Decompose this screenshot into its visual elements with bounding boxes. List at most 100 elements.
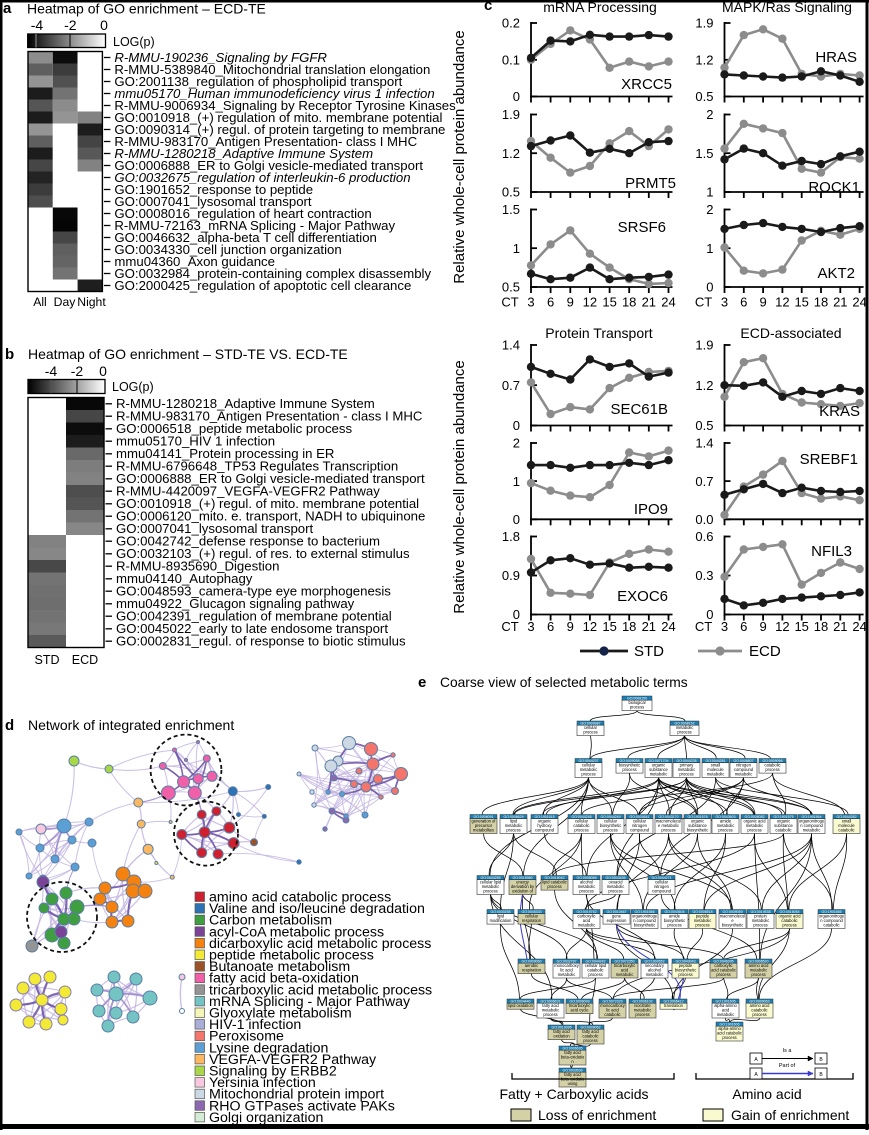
svg-text:lipid oxidation: lipid oxidation <box>508 1003 534 1008</box>
svg-text:metabolic: metabolic <box>803 828 821 833</box>
svg-text:metabolic: metabolic <box>578 884 596 889</box>
svg-text:Part of: Part of <box>779 1063 796 1069</box>
svg-text:SEC61B: SEC61B <box>610 401 668 418</box>
svg-text:15: 15 <box>794 619 808 634</box>
svg-text:AKT2: AKT2 <box>817 265 855 282</box>
svg-text:0: 0 <box>513 512 520 527</box>
svg-text:GO:0009060: GO:0009060 <box>521 960 541 964</box>
svg-text:GO:0006120_mito. e. transport,: GO:0006120_mito. e. transport, NADH to u… <box>116 509 425 524</box>
svg-text:ECD-associated: ECD-associated <box>740 325 841 341</box>
svg-text:LOG(p): LOG(p) <box>112 380 154 394</box>
svg-text:acid: acid <box>621 968 629 973</box>
svg-text:9: 9 <box>759 619 766 634</box>
svg-text:3: 3 <box>721 619 728 634</box>
svg-text:Butanoate metabolism: Butanoate metabolism <box>209 959 350 975</box>
svg-text:process: process <box>782 923 796 928</box>
svg-text:process: process <box>716 972 730 977</box>
svg-text:molecule: molecule <box>838 823 855 828</box>
svg-text:process: process <box>722 1035 736 1040</box>
svg-text:0: 0 <box>513 418 520 433</box>
svg-text:catabolic: catabolic <box>751 1008 767 1013</box>
svg-text:peptide: peptide <box>696 914 710 919</box>
svg-text:process: process <box>667 923 681 928</box>
svg-text:1: 1 <box>706 241 713 256</box>
svg-text:acid catabolic: acid catabolic <box>711 968 736 973</box>
svg-text:metabolic: metabolic <box>505 823 523 828</box>
svg-text:metabolic: metabolic <box>676 725 694 730</box>
svg-text:process: process <box>661 828 675 833</box>
svg-text:substance: substance <box>774 823 793 828</box>
svg-text:mmu04140_Autophagy: mmu04140_Autophagy <box>116 571 253 586</box>
svg-text:metabolic: metabolic <box>735 772 753 777</box>
svg-text:GO:0006412: GO:0006412 <box>663 1000 683 1004</box>
svg-text:e: e <box>731 918 734 923</box>
svg-text:NFIL3: NFIL3 <box>811 543 852 560</box>
svg-text:alpha-amino: alpha-amino <box>714 1003 737 1008</box>
svg-text:monocarboxy: monocarboxy <box>554 963 580 968</box>
svg-text:n compound: n compound <box>820 918 843 923</box>
svg-text:GO:0044282: GO:0044282 <box>836 815 856 819</box>
svg-text:GO:0010467: GO:0010467 <box>606 910 626 914</box>
svg-text:process: process <box>583 730 597 735</box>
svg-text:Night: Night <box>77 295 106 309</box>
svg-text:using: using <box>568 1081 579 1086</box>
svg-text:B: B <box>819 1057 823 1063</box>
svg-text:GO:0071704: GO:0071704 <box>648 759 668 763</box>
svg-text:LOG(p): LOG(p) <box>113 35 155 49</box>
svg-text:amide: amide <box>720 819 732 824</box>
svg-text:GO:0006091: GO:0006091 <box>473 815 493 819</box>
svg-text:Golgi organization: Golgi organization <box>209 1110 323 1126</box>
svg-text:21: 21 <box>833 619 847 634</box>
svg-text:24: 24 <box>852 294 866 309</box>
svg-text:cellular lipid: cellular lipid <box>585 963 607 968</box>
svg-text:18: 18 <box>814 294 828 309</box>
svg-text:hydroxy: hydroxy <box>537 823 552 828</box>
svg-text:A: A <box>754 1072 758 1078</box>
svg-text:15: 15 <box>602 294 616 309</box>
svg-text:Valine and iso/leucine degrada: Valine and iso/leucine degradation <box>209 901 425 917</box>
svg-text:GO:0006629: GO:0006629 <box>503 815 523 819</box>
svg-text:CT: CT <box>501 619 518 634</box>
svg-text:Protein Transport: Protein Transport <box>545 325 652 341</box>
svg-text:6: 6 <box>740 619 747 634</box>
svg-text:metabolic: metabolic <box>634 1008 652 1013</box>
svg-text:GO:0019538: GO:0019538 <box>750 910 770 914</box>
svg-text:GO:0016042: GO:0016042 <box>544 876 564 880</box>
svg-text:cellular: cellular <box>582 763 596 768</box>
svg-text:catabolic: catabolic <box>775 828 791 833</box>
svg-text:dicarboxylic acid metabolic pr: dicarboxylic acid metabolic process <box>209 936 431 952</box>
svg-text:GO:0009059: GO:0009059 <box>722 910 742 914</box>
svg-text:ECD: ECD <box>72 653 98 667</box>
svg-text:tricarboxylic: tricarboxylic <box>569 1003 591 1008</box>
svg-text:mmu04141_Protein processing in: mmu04141_Protein processing in ER <box>116 446 334 461</box>
svg-text:process: process <box>753 923 767 928</box>
svg-text:Network of integrated enrichme: Network of integrated enrichment <box>28 717 234 733</box>
svg-text:Glyoxylate metabolism: Glyoxylate metabolism <box>209 1006 352 1022</box>
svg-text:GO:0046632_alpha-beta T cell d: GO:0046632_alpha-beta T cell differentia… <box>114 230 376 245</box>
svg-text:amino acid catabolic process: amino acid catabolic process <box>209 890 391 906</box>
svg-text:IPO9: IPO9 <box>634 501 668 518</box>
svg-text:substance: substance <box>688 823 707 828</box>
svg-text:GO:0034440: GO:0034440 <box>510 1000 530 1004</box>
svg-text:organonitroge: organonitroge <box>799 819 825 824</box>
svg-text:0.0: 0.0 <box>695 512 713 527</box>
svg-text:oxidation of: oxidation of <box>512 889 534 894</box>
svg-text:generation of: generation of <box>472 819 497 824</box>
svg-text:metabolic: metabolic <box>750 968 768 973</box>
svg-text:mRNA Processing: mRNA Processing <box>543 0 657 15</box>
svg-text:GO:0030258: GO:0030258 <box>490 910 510 914</box>
svg-text:carboxylic: carboxylic <box>714 963 732 968</box>
svg-text:GO:0043604: GO:0043604 <box>664 910 684 914</box>
svg-text:2: 2 <box>706 202 713 217</box>
svg-text:1.4: 1.4 <box>695 436 713 451</box>
svg-text:biological: biological <box>628 700 645 705</box>
svg-text:Mitochondrial protein import: Mitochondrial protein import <box>209 1087 384 1103</box>
svg-text:0.5: 0.5 <box>695 418 713 433</box>
svg-text:cellular: cellular <box>633 819 647 824</box>
svg-text:1.8: 1.8 <box>502 529 520 544</box>
svg-text:GO:0046395: GO:0046395 <box>713 960 733 964</box>
svg-text:GO:0006888_ER to Golgi vesicle: GO:0006888_ER to Golgi vesicle-mediated … <box>114 158 423 173</box>
svg-text:beta-oxidatio: beta-oxidatio <box>561 1055 585 1060</box>
svg-text:catabolic: catabolic <box>573 823 589 828</box>
svg-text:macromolecul: macromolecul <box>656 819 682 824</box>
